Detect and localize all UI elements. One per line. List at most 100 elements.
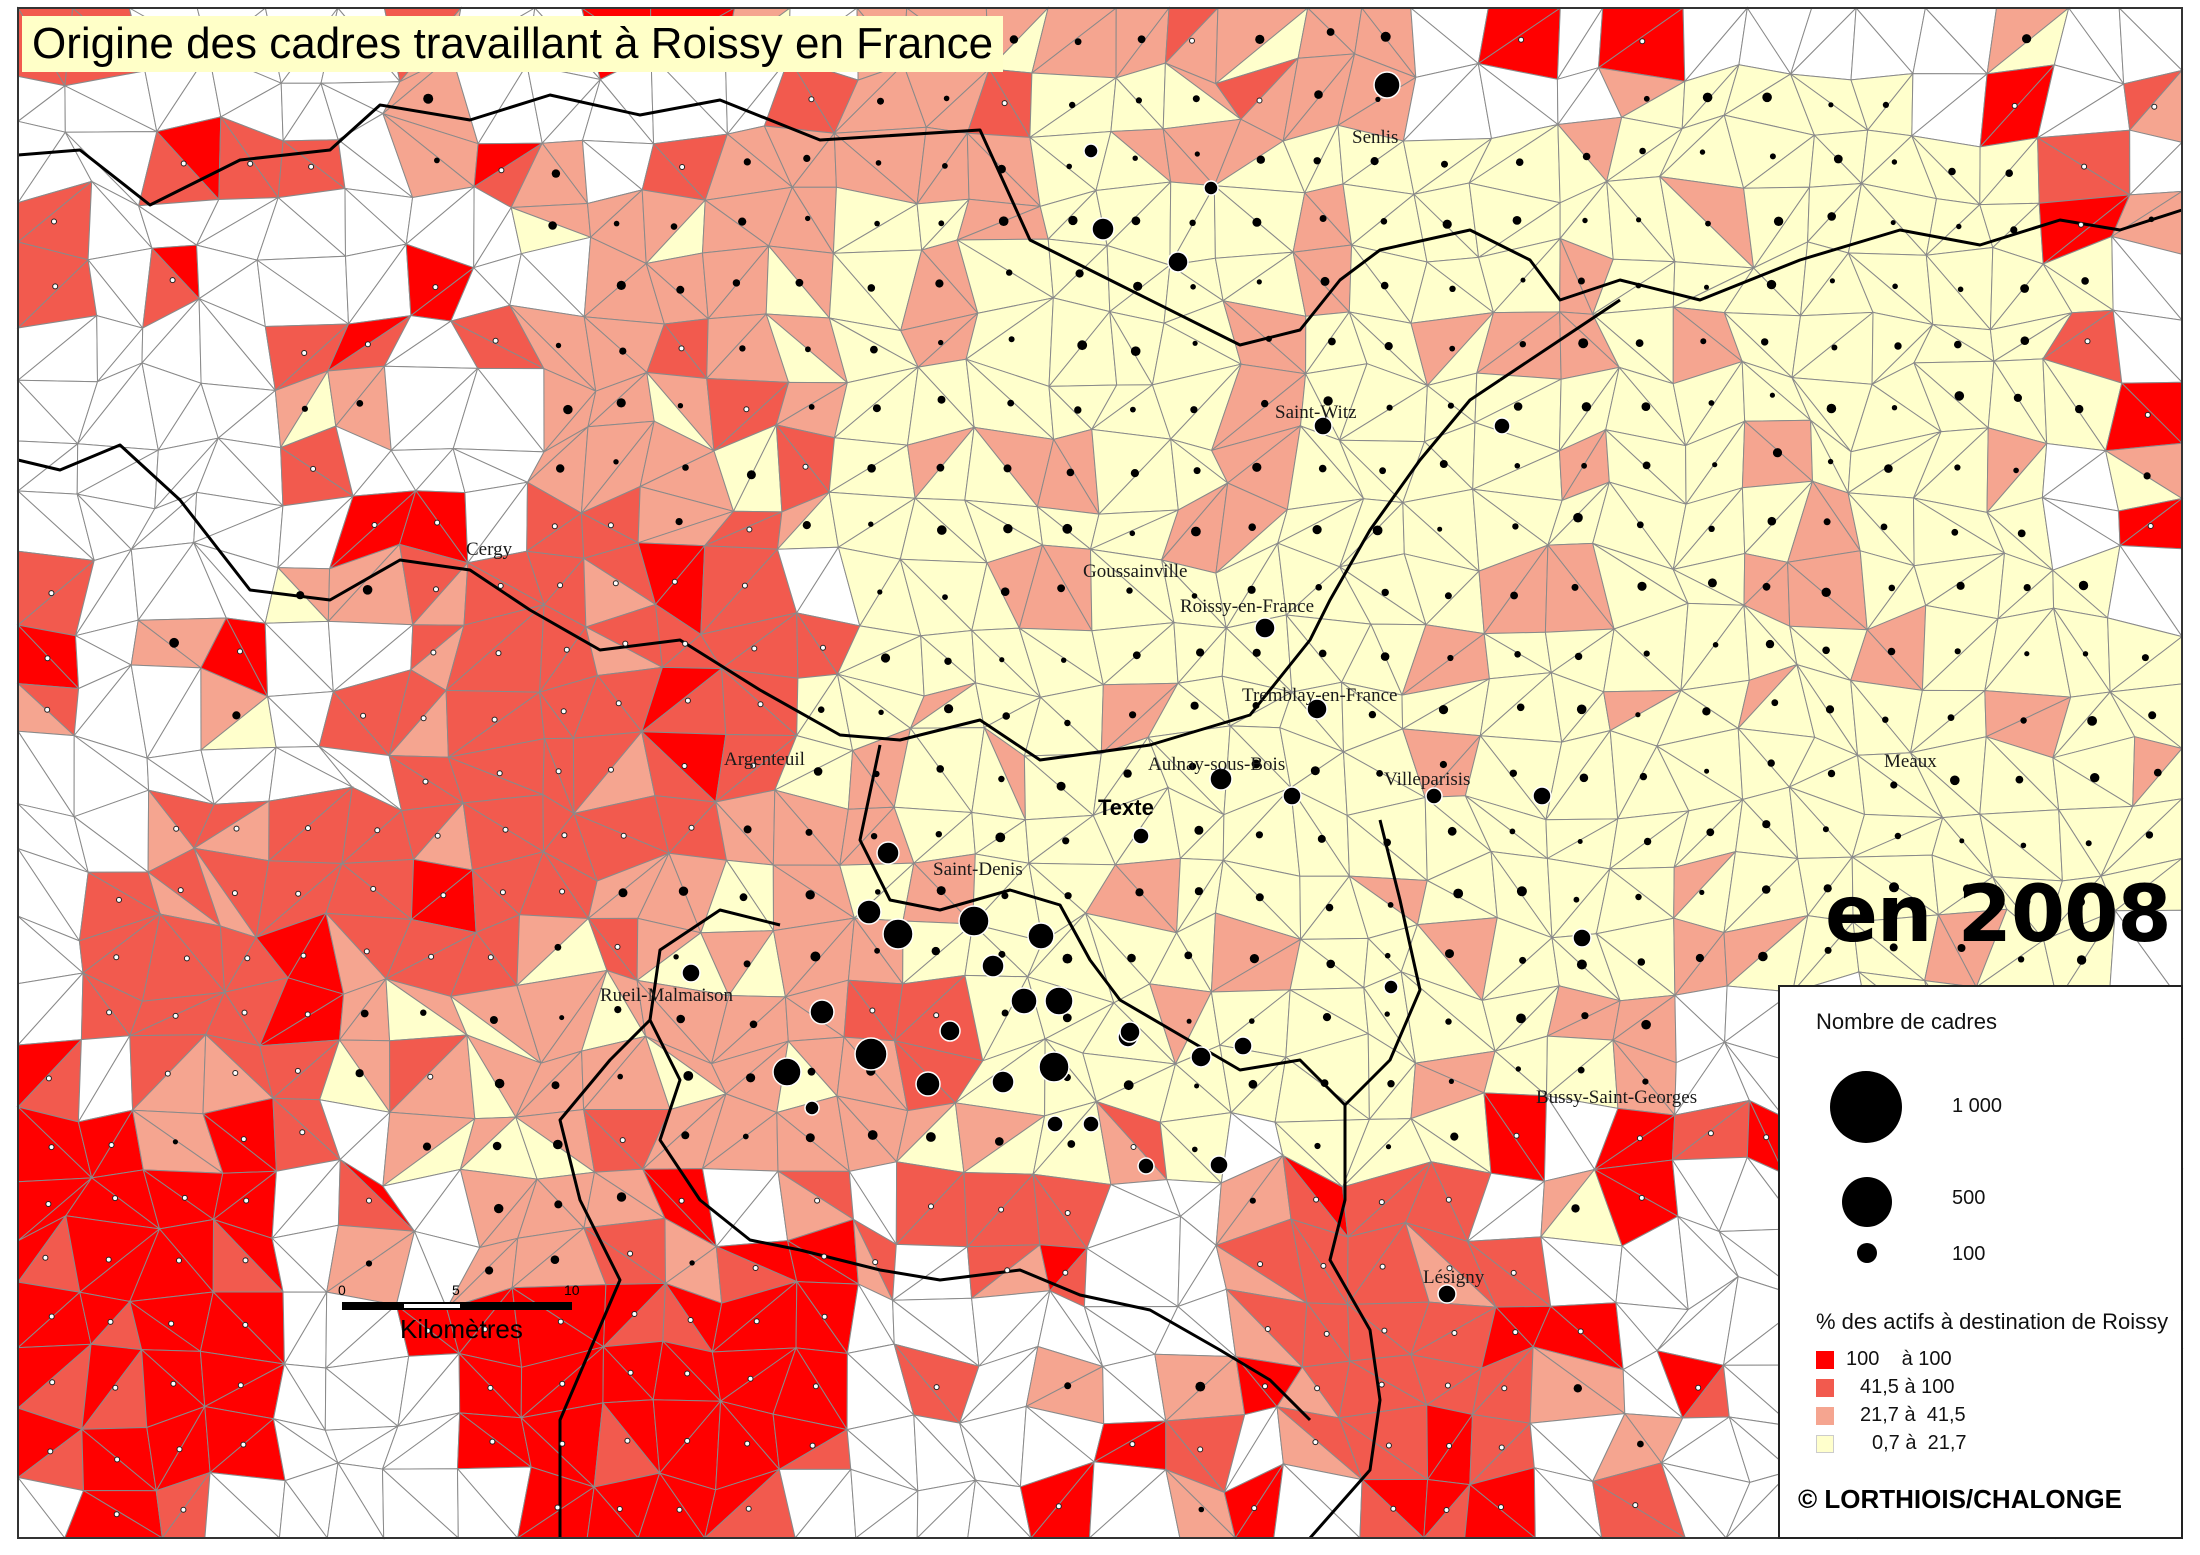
- commune-marker: [180, 160, 187, 167]
- legend-circle-100: [1857, 1243, 1877, 1263]
- commune-marker: [370, 885, 377, 892]
- commune-marker: [1315, 584, 1322, 591]
- commune-marker: [670, 223, 678, 230]
- boundary-line: [1499, 298, 1621, 382]
- commune-marker: [1192, 340, 1198, 346]
- commune-marker: [1370, 157, 1379, 166]
- commune-marker: [868, 521, 874, 527]
- boundary-line: [17, 378, 1501, 762]
- commune-marker: [1498, 1444, 1505, 1451]
- commune-marker: [51, 218, 57, 225]
- commune-marker: [1075, 269, 1084, 278]
- commune-marker: [1326, 959, 1335, 969]
- commune-marker: [2015, 775, 2024, 784]
- commune-marker: [1763, 1134, 1770, 1141]
- commune-marker: [105, 1256, 112, 1263]
- legend: Nombre de cadres 1 000 500 100 % des act…: [1778, 985, 2183, 1539]
- commune-marker: [1891, 159, 1898, 165]
- commune-marker: [1064, 719, 1071, 727]
- place-label-texte: Texte: [1098, 795, 1154, 820]
- commune-marker: [872, 404, 881, 413]
- commune-marker: [1827, 458, 1834, 465]
- commune-marker: [2082, 651, 2089, 657]
- commune-marker: [231, 890, 238, 897]
- commune-marker: [805, 346, 811, 353]
- legend-class-label-3: 21,7 à 41,5: [1860, 1404, 1966, 1426]
- commune-marker: [1328, 337, 1336, 346]
- commune-marker: [807, 1067, 816, 1076]
- commune-marker: [1956, 223, 1962, 230]
- commune-marker: [616, 1192, 627, 1202]
- commune-marker: [1695, 953, 1704, 963]
- commune-marker: [2081, 163, 2088, 170]
- commune-marker: [747, 1375, 754, 1382]
- commune-marker: [874, 220, 880, 227]
- commune-marker: [738, 217, 747, 226]
- commune-circle: [1282, 786, 1302, 806]
- commune-circle: [1082, 1115, 1100, 1133]
- commune-marker: [1380, 281, 1389, 290]
- commune-marker: [1255, 893, 1264, 902]
- commune-marker: [937, 525, 947, 535]
- commune-circle: [1038, 1051, 1070, 1083]
- commune-marker: [45, 1201, 52, 1207]
- commune-marker: [1512, 1329, 1519, 1336]
- commune-marker: [310, 465, 317, 472]
- commune-marker: [812, 1383, 819, 1390]
- legend-swatch-class3: [1816, 1407, 1834, 1425]
- commune-marker: [1954, 340, 1962, 349]
- commune-marker: [1882, 716, 1889, 723]
- commune-marker: [1823, 884, 1832, 893]
- commune-marker: [1577, 277, 1585, 285]
- commune-marker: [1639, 147, 1646, 155]
- commune-marker: [2075, 404, 2084, 414]
- commune-marker: [1061, 657, 1067, 663]
- commune-marker: [1510, 1269, 1517, 1276]
- commune-marker: [1950, 775, 1960, 786]
- commune-marker: [1957, 286, 1964, 293]
- commune-marker: [1641, 1019, 1651, 1030]
- commune-marker: [1822, 826, 1829, 833]
- commune-circle: [1046, 1115, 1064, 1133]
- commune-marker: [757, 701, 764, 708]
- commune-marker: [173, 825, 180, 832]
- commune-marker: [1827, 769, 1836, 778]
- commune-marker: [928, 1203, 934, 1210]
- commune-marker: [242, 1257, 249, 1264]
- commune-marker: [880, 653, 891, 663]
- commune-marker: [687, 1317, 694, 1323]
- commune-marker: [875, 889, 881, 895]
- commune-marker: [1326, 28, 1335, 36]
- scale-segment-2: [402, 1302, 462, 1310]
- commune-circle: [1203, 180, 1219, 196]
- commune-marker: [608, 766, 614, 773]
- commune-marker: [1387, 1080, 1395, 1088]
- commune-marker: [116, 896, 122, 903]
- commune-marker: [1635, 712, 1641, 718]
- commune-marker: [481, 1326, 488, 1333]
- commune-marker: [743, 158, 751, 166]
- commune-marker: [494, 1078, 505, 1089]
- commune-marker: [1376, 770, 1383, 777]
- commune-marker: [1828, 102, 1834, 108]
- place-label-saint-witz: Saint-Witz: [1275, 402, 1357, 423]
- commune-marker: [1252, 217, 1262, 227]
- commune-marker: [1889, 943, 1898, 952]
- commune-marker: [1574, 652, 1583, 661]
- commune-marker: [1188, 762, 1197, 771]
- commune-marker: [1310, 766, 1320, 776]
- legend-circle-500: [1842, 1177, 1892, 1227]
- commune-circle: [1532, 786, 1552, 806]
- commune-marker: [2084, 338, 2091, 345]
- commune-circle: [1254, 617, 1276, 639]
- commune-marker: [2085, 840, 2092, 847]
- commune-marker: [554, 1200, 563, 1209]
- commune-marker: [1571, 583, 1579, 591]
- commune-marker: [814, 1197, 821, 1204]
- commune-marker: [172, 1139, 178, 1145]
- commune-marker: [795, 278, 804, 287]
- commune-marker: [2020, 336, 2030, 346]
- commune-marker: [1708, 400, 1715, 406]
- commune-marker: [1516, 886, 1527, 897]
- commune-marker: [1712, 642, 1719, 648]
